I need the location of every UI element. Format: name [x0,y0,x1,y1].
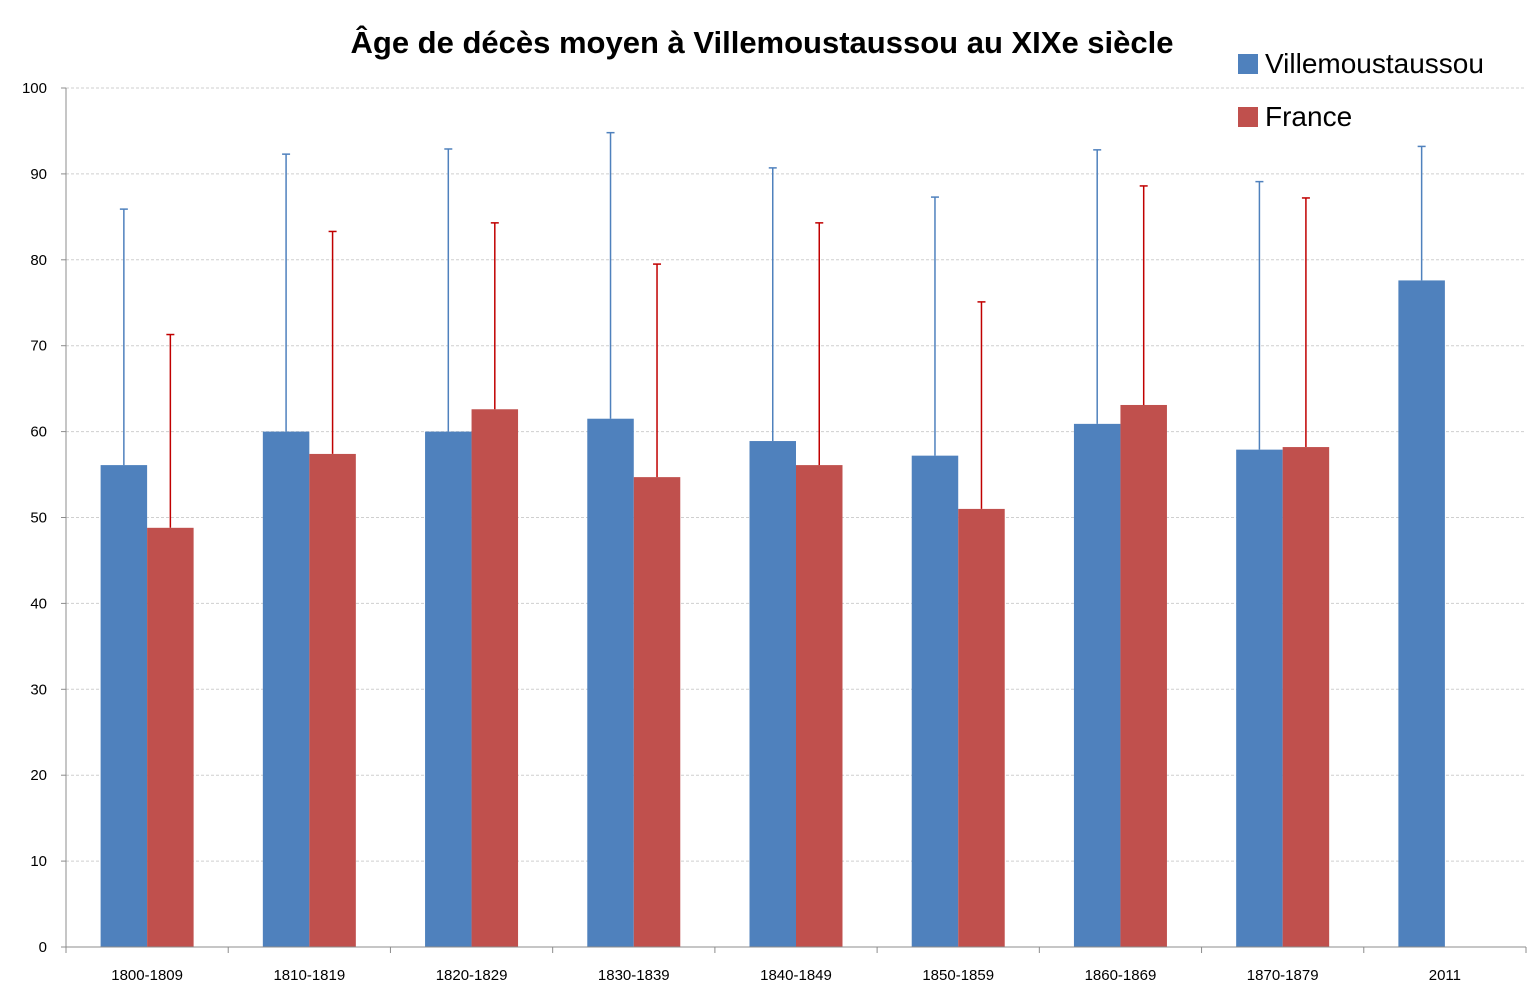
y-tick-label: 60 [30,424,47,441]
y-tick-label: 40 [30,595,47,612]
x-tick-label: 2011 [1429,967,1461,984]
bar-villemoustaussou [749,441,796,947]
bar-france [1282,447,1330,947]
bar-france [1120,404,1167,947]
y-tick-label: 70 [30,338,47,355]
bar-villemoustaussou [911,455,959,947]
y-tick-label: 10 [30,853,47,870]
bar-france [796,465,843,947]
chart-title: Âge de décès moyen à Villemoustaussou au… [351,24,1174,60]
legend: Villemoustaussou France [1238,48,1484,132]
bar-villemoustaussou [262,431,310,948]
x-tick-label: 1820-1829 [436,967,508,984]
bar-villemoustaussou [1236,449,1283,947]
bar-villemoustaussou [587,418,634,948]
y-tick-label: 0 [39,939,47,956]
legend-label-villemoustaussou: Villemoustaussou [1265,48,1484,79]
x-axis-ticks: 1800-1809 1810-1819 1820-1829 1830-1839 1840… [65,947,1527,984]
bar-villemoustaussou [100,465,148,947]
error-bars [119,131,1426,528]
y-tick-label: 50 [30,510,47,527]
legend-label-france: France [1265,101,1352,132]
bar-france [471,409,519,947]
x-tick-label: 1850-1859 [922,967,994,984]
bar-villemoustaussou [1073,423,1121,947]
x-tick-label: 1840-1849 [760,967,832,984]
x-tick-label: 1830-1839 [598,967,670,984]
x-tick-label: 1800-1809 [111,967,183,984]
bar-villemoustaussou [425,431,472,948]
y-tick-label: 20 [30,767,47,784]
bar-france [958,508,1005,947]
x-tick-label: 1870-1879 [1247,967,1319,984]
y-tick-label: 90 [30,166,47,183]
x-tick-label: 1810-1819 [273,967,345,984]
bar-france [309,453,356,947]
x-tick-label: 1860-1869 [1085,967,1157,984]
legend-swatch-villemoustaussou [1238,54,1258,74]
bars [100,280,1445,948]
bar-france [147,527,194,947]
bar-france [633,477,681,947]
y-tick-label: 80 [30,252,47,269]
legend-swatch-france [1238,107,1258,127]
y-tick-label: 100 [22,80,47,97]
y-tick-label: 30 [30,681,47,698]
y-axis-ticks: 0 10 20 30 40 50 60 70 80 90 100 [22,80,66,956]
axes [65,88,1526,948]
bar-villemoustaussou [1398,280,1445,947]
